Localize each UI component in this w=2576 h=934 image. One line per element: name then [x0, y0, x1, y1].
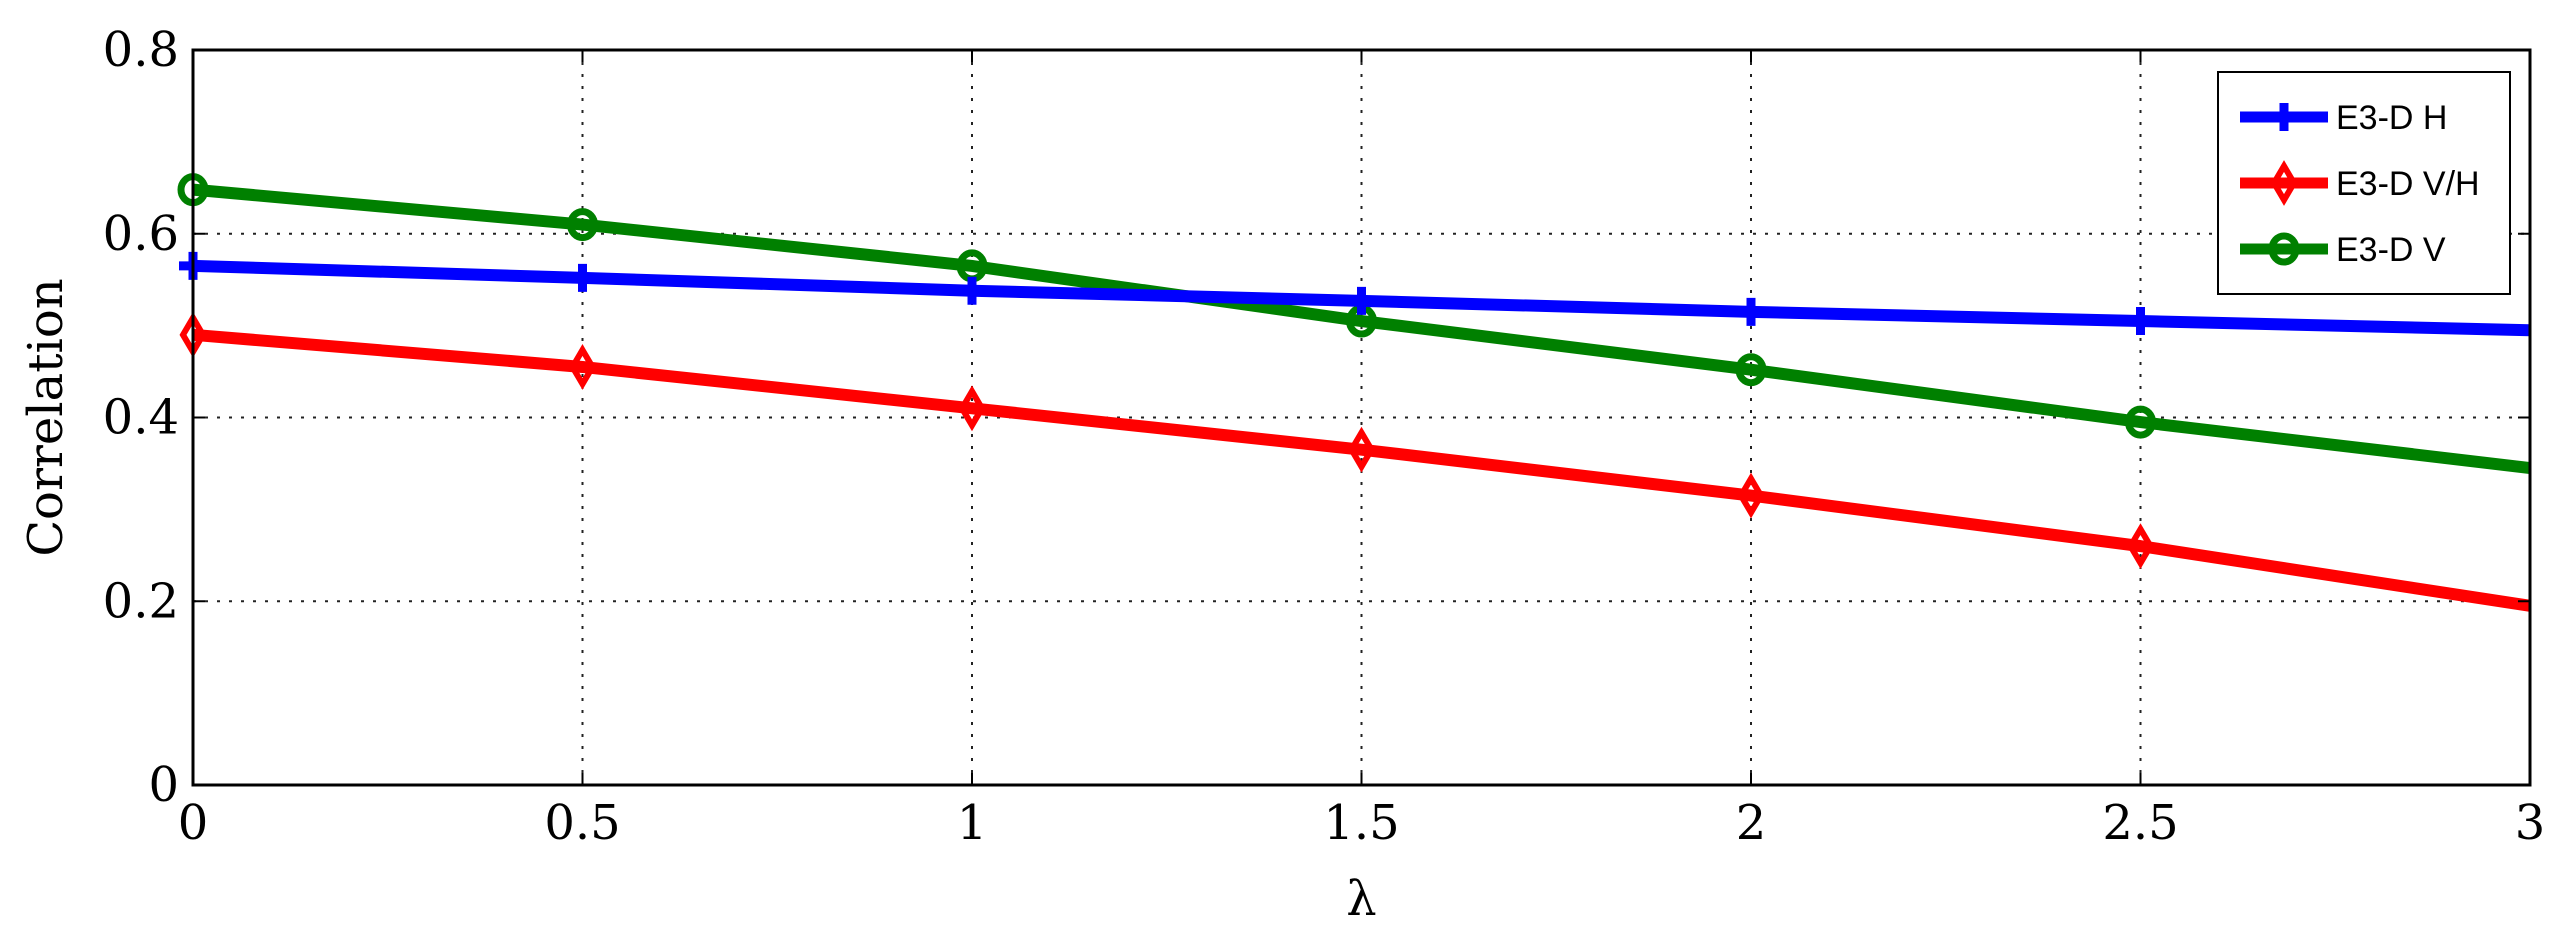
data-point	[568, 263, 597, 292]
data-point	[2126, 307, 2155, 336]
y-tick-label: 0	[148, 757, 179, 813]
y-tick-label: 0.6	[103, 206, 179, 262]
x-tick-label: 1.5	[1323, 795, 1399, 851]
series-1	[179, 311, 2531, 612]
data-point	[1735, 353, 1767, 387]
series-line	[192, 183, 2531, 474]
legend-item: E3-D V/H	[2240, 160, 2480, 206]
data-point	[1737, 472, 1765, 519]
legend-item: E3-D H	[2240, 99, 2447, 137]
data-point	[2127, 523, 2154, 570]
data-point	[1348, 426, 1375, 473]
data-point	[567, 208, 598, 242]
grid	[193, 50, 2530, 785]
y-tick-label: 0.8	[103, 22, 179, 78]
legend: E3-D H E3-D V/H E3-D V	[2217, 71, 2511, 295]
legend-label: E3-D V/H	[2336, 165, 2480, 203]
data-point	[1737, 297, 1765, 326]
y-tick-label: 0.2	[103, 573, 179, 629]
series-line	[192, 328, 2531, 612]
legend-marker	[2270, 103, 2298, 131]
x-tick-label: 0.5	[544, 795, 620, 851]
y-axis-title: Correlation	[18, 278, 74, 556]
legend-label: E3-D H	[2336, 99, 2447, 137]
x-axis-title: λ	[1346, 871, 1376, 927]
legend-label: E3-D V	[2336, 231, 2446, 269]
data-point	[958, 276, 986, 305]
data-point	[2125, 405, 2156, 439]
legend-item: E3-D V	[2240, 231, 2446, 269]
legend-marker	[2268, 232, 2300, 266]
legend-marker	[2270, 160, 2298, 206]
x-tick-label: 2.5	[2102, 795, 2178, 851]
x-tick-label: 3	[2515, 795, 2546, 851]
x-tick-label: 2	[1736, 795, 1767, 851]
data-point	[958, 385, 986, 432]
x-tick-label: 0	[178, 795, 209, 851]
data-point	[569, 344, 596, 390]
y-tick-label: 0.4	[103, 390, 179, 446]
x-tick-label: 1	[957, 795, 988, 851]
axis-ticks: 0 0.5 1 1.5 2 2.5 3 0 0.2 0.4 0.6 0.8	[103, 22, 2546, 851]
data-point	[1347, 286, 1376, 315]
